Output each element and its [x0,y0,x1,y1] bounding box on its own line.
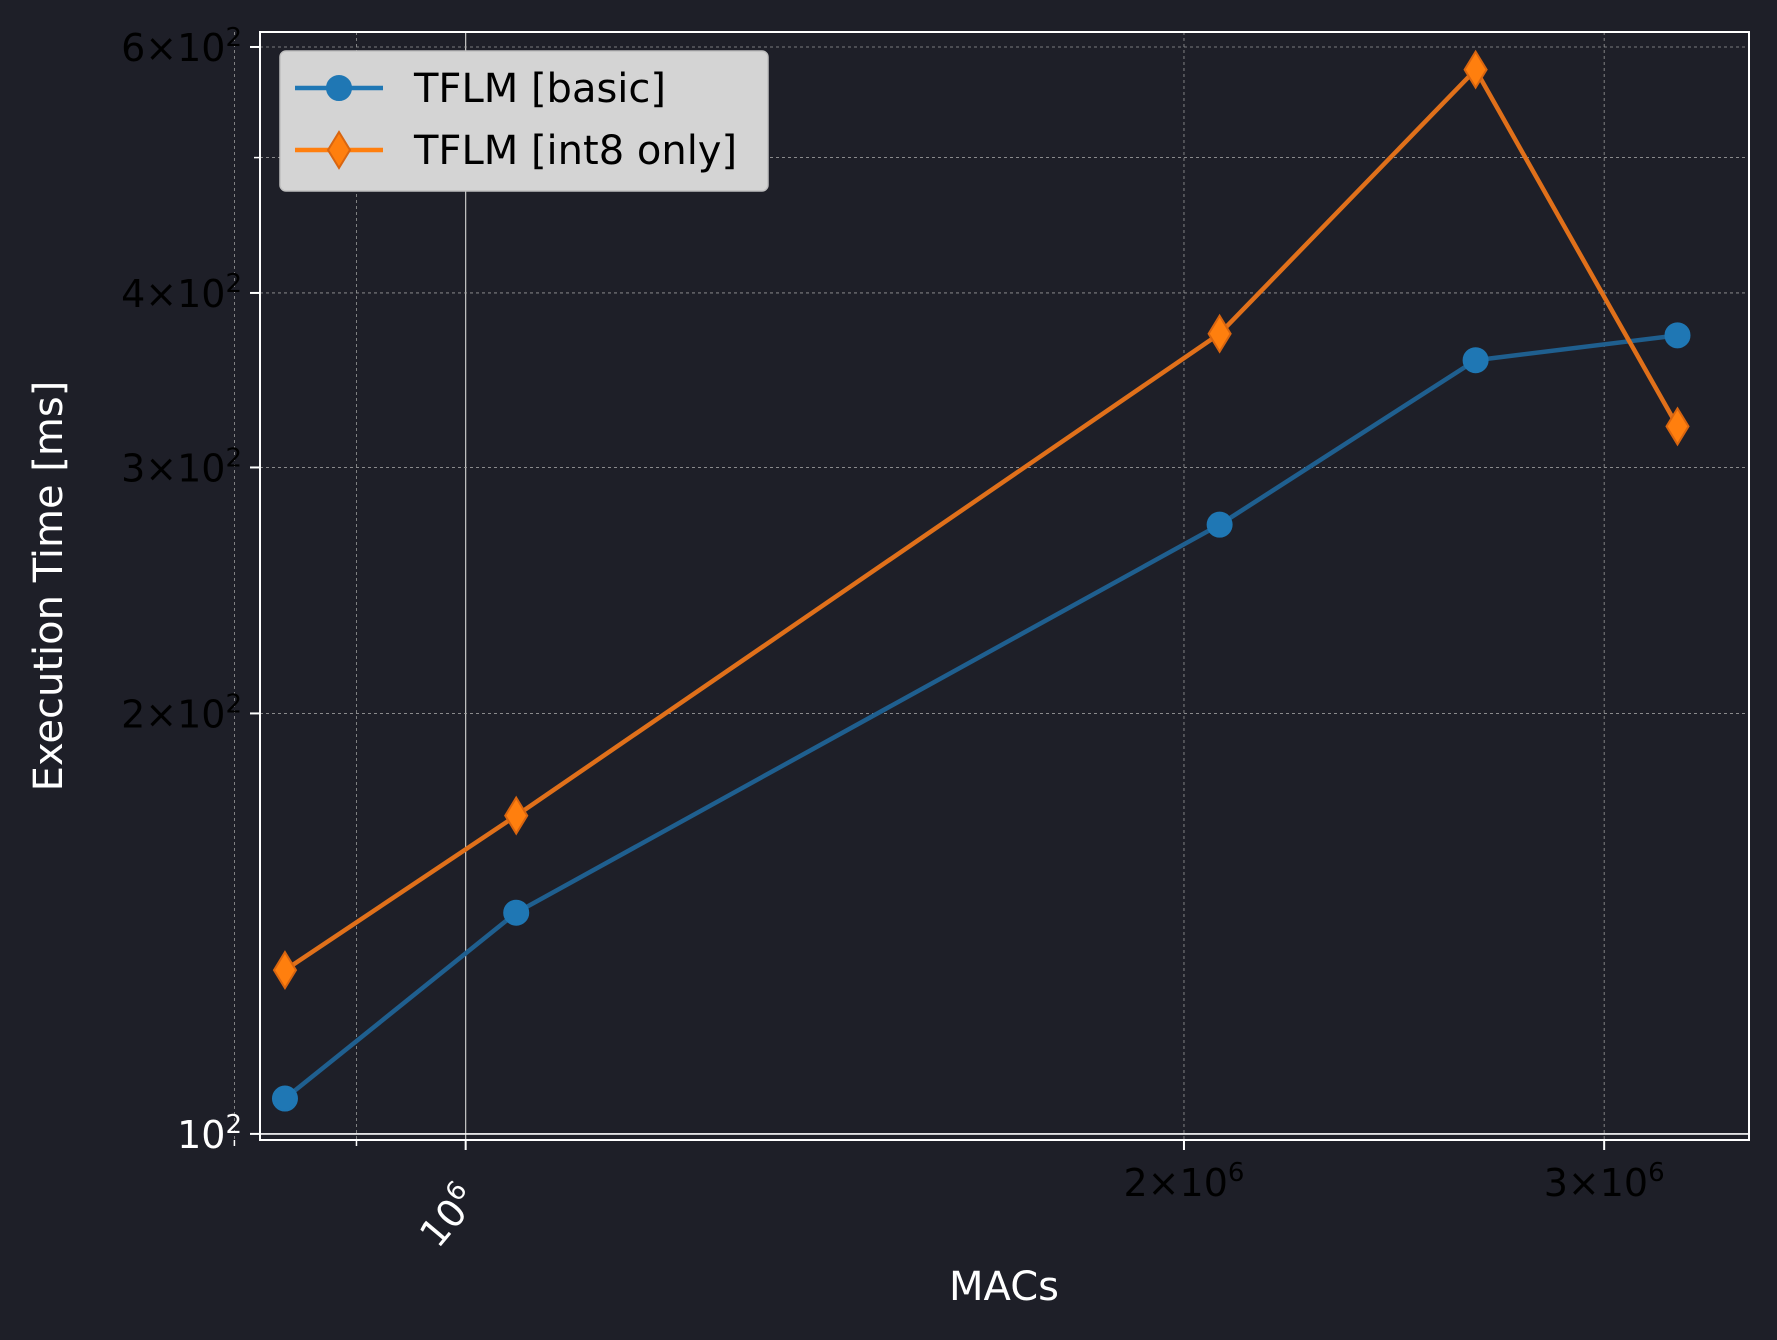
data-point [504,795,529,836]
legend-box [279,50,769,192]
data-point [272,950,298,991]
data-point [1206,511,1233,538]
y-axis-label: Execution Time [ms] [26,381,72,792]
x-tick-label: 3×106 [1544,1158,1665,1205]
y-tick-label: 4×102 [121,269,242,316]
diamond-marker-icon [326,130,352,170]
legend-label: TFLM [int8 only] [413,128,737,174]
x-axis-label: MACs [949,1264,1059,1310]
circle-marker-icon [326,75,352,101]
y-tick-label: 2×102 [121,689,242,736]
y-tick-label: 3×102 [121,443,242,490]
data-point [1462,347,1489,374]
plot-frame [259,31,1750,1141]
plot-series [271,49,1691,1112]
legend: TFLM [basic] TFLM [int8 only] [279,50,769,192]
data-point [271,1085,298,1112]
series-2 [272,49,1690,991]
y-tick-label: 6×102 [121,23,242,70]
x-tick-label: 2×106 [1124,1158,1245,1205]
data-point [503,899,530,926]
legend-label: TFLM [basic] [413,66,666,112]
legend-item-1: TFLM [basic] [295,66,666,112]
data-point [1664,322,1691,349]
data-point [1665,406,1690,447]
data-point [1207,313,1232,354]
series-1 [271,322,1691,1112]
legend-item-2: TFLM [int8 only] [295,128,737,174]
data-point [1463,49,1488,90]
